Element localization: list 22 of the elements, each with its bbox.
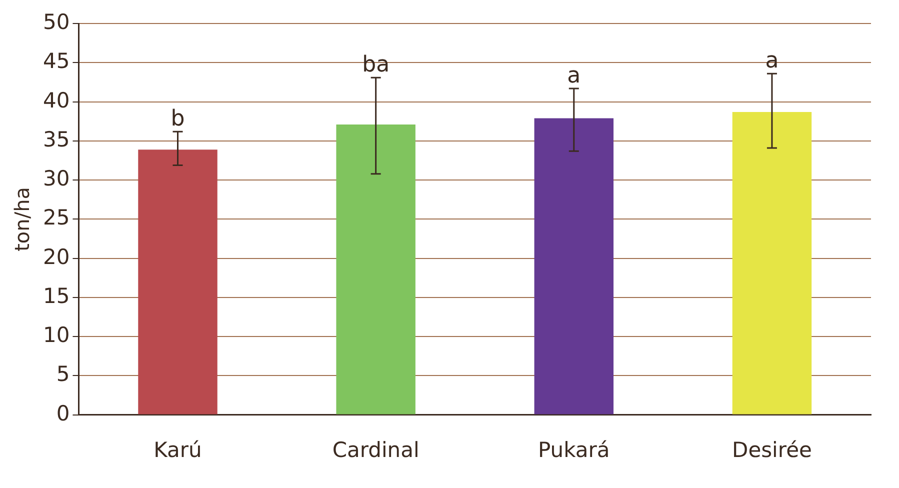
y-tick-label: 45 xyxy=(42,49,70,74)
y-tick-label: 35 xyxy=(42,127,70,152)
y-tick-label: 20 xyxy=(42,244,70,269)
x-tick-label: Karú xyxy=(154,438,202,462)
x-tick-label: Desirée xyxy=(732,438,812,462)
bar xyxy=(534,118,614,414)
annotation: a xyxy=(567,63,581,88)
bar xyxy=(732,112,812,414)
x-tick-label: Pukará xyxy=(538,438,610,462)
y-tick-label: 10 xyxy=(42,323,70,348)
y-axis-title: ton/ha xyxy=(10,186,34,252)
y-tick-label: 40 xyxy=(42,88,70,112)
bar xyxy=(138,150,218,414)
y-tick-label: 0 xyxy=(56,401,70,426)
bar xyxy=(336,124,416,414)
x-tick-label: Cardinal xyxy=(332,438,420,462)
y-tick-label: 5 xyxy=(56,362,70,386)
y-tick-label: 25 xyxy=(42,206,70,230)
annotation: b xyxy=(170,106,185,132)
y-tick-label: 50 xyxy=(42,10,70,34)
y-tick-label: 15 xyxy=(42,284,70,308)
y-tick-label: 30 xyxy=(42,166,70,191)
